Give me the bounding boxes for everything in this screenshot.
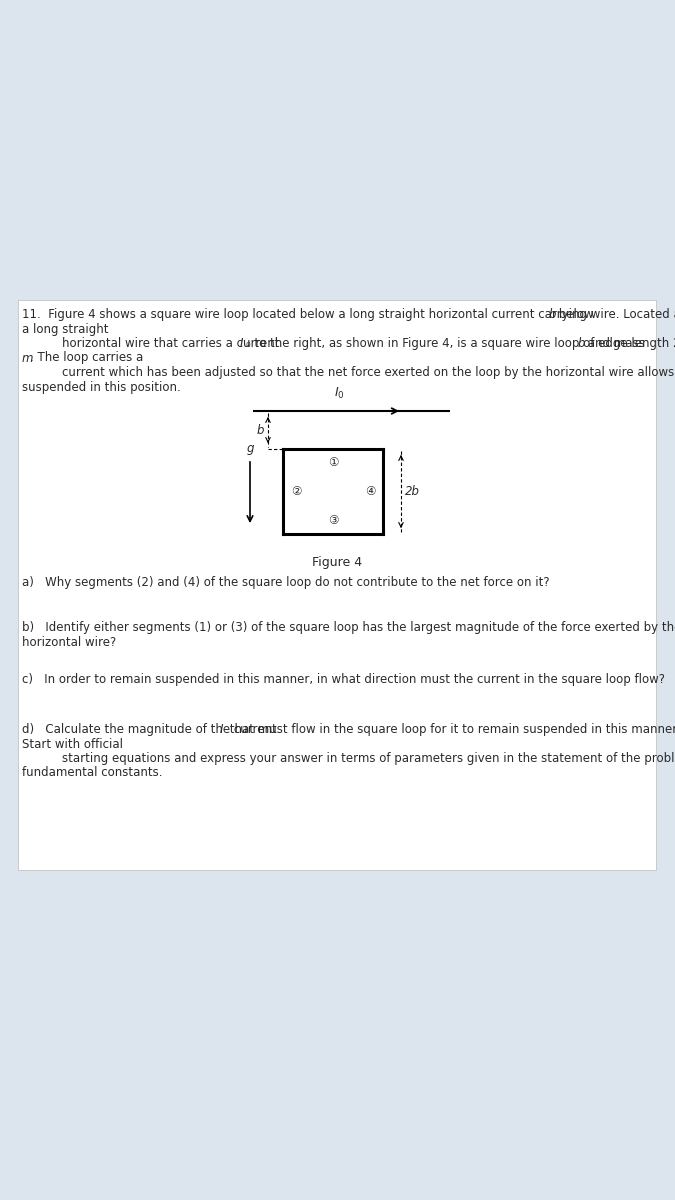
Text: and mass: and mass — [584, 337, 645, 350]
Text: a long straight: a long straight — [22, 323, 109, 336]
Text: I: I — [220, 722, 223, 736]
Text: $I_0$: $I_0$ — [333, 386, 344, 401]
Text: b)   Identify either segments (1) or (3) of the square loop has the largest magn: b) Identify either segments (1) or (3) o… — [22, 622, 675, 634]
Text: horizontal wire that carries a current: horizontal wire that carries a current — [62, 337, 284, 350]
FancyBboxPatch shape — [18, 300, 656, 870]
Text: that must flow in the square loop for it to remain suspended in this manner.: that must flow in the square loop for it… — [226, 722, 675, 736]
Text: ①: ① — [328, 456, 338, 469]
Text: starting equations and express your answer in terms of parameters given in the s: starting equations and express your answ… — [62, 752, 675, 766]
Text: a)   Why segments (2) and (4) of the square loop do not contribute to the net fo: a) Why segments (2) and (4) of the squar… — [22, 576, 549, 589]
Text: m: m — [22, 352, 34, 365]
Text: . The loop carries a: . The loop carries a — [30, 352, 143, 365]
Text: ③: ③ — [328, 514, 338, 527]
Text: g: g — [246, 442, 254, 455]
Text: b: b — [578, 337, 585, 350]
Text: c)   In order to remain suspended in this manner, in what direction must the cur: c) In order to remain suspended in this … — [22, 673, 665, 686]
Text: d)   Calculate the magnitude of the current: d) Calculate the magnitude of the curren… — [22, 722, 281, 736]
Text: 11.  Figure 4 shows a square wire loop located below a long straight horizontal : 11. Figure 4 shows a square wire loop lo… — [22, 308, 675, 320]
Text: suspended in this position.: suspended in this position. — [22, 380, 181, 394]
Text: I: I — [240, 337, 244, 350]
Text: current which has been adjusted so that the net force exerted on the loop by the: current which has been adjusted so that … — [62, 366, 675, 379]
Text: b: b — [549, 308, 556, 320]
Text: below: below — [555, 308, 593, 320]
Text: b: b — [256, 424, 264, 437]
Text: fundamental constants.: fundamental constants. — [22, 767, 163, 780]
Text: horizontal wire?: horizontal wire? — [22, 636, 116, 648]
Text: 2b: 2b — [405, 485, 420, 498]
Text: ②: ② — [291, 485, 301, 498]
Text: Start with official: Start with official — [22, 738, 123, 750]
Text: ₀ to the right, as shown in Figure 4, is a square wire loop of edge length 2: ₀ to the right, as shown in Figure 4, is… — [246, 337, 675, 350]
Text: ④: ④ — [364, 485, 375, 498]
Text: Figure 4: Figure 4 — [312, 556, 362, 569]
